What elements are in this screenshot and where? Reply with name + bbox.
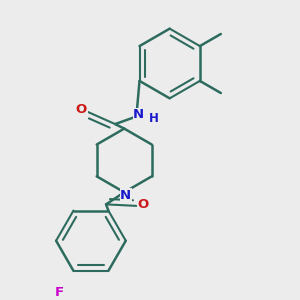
- Text: O: O: [137, 198, 149, 211]
- Text: H: H: [149, 112, 159, 125]
- Text: O: O: [76, 103, 87, 116]
- Text: N: N: [133, 109, 144, 122]
- Text: N: N: [120, 189, 131, 202]
- Text: F: F: [55, 286, 64, 298]
